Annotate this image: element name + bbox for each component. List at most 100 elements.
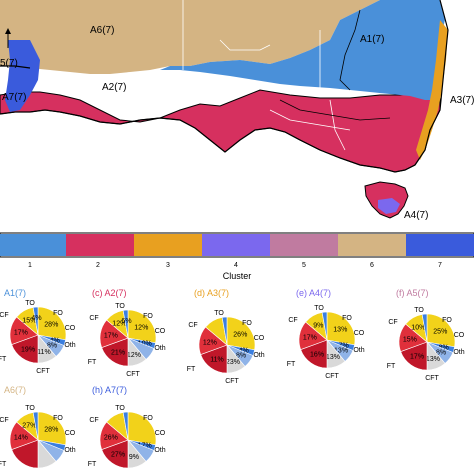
pie-slice xyxy=(122,411,129,441)
colorbar-swatch-7 xyxy=(406,234,474,256)
pie-slice-percent: 7% xyxy=(339,342,349,349)
pie-chart-a67: 28% 14% 27% TO FO CO Oth FT CF A6(7) xyxy=(0,385,76,469)
colorbar-swatch-2 xyxy=(66,234,134,256)
pie-category-label-ft: FT xyxy=(0,356,7,363)
colorbar-tick-6: 6 xyxy=(370,262,374,269)
pie-category-label-fo: FO xyxy=(143,313,153,320)
label-A6: A6(7) xyxy=(90,25,114,36)
pie-slice-percent: 16% xyxy=(310,352,324,359)
pie-chart-a77: 17% 9% 27% 26% TO FO CO Oth FT CF (h) A7(7) xyxy=(88,385,166,469)
pie-slice-percent: 26% xyxy=(233,331,247,338)
pie-category-label-co: CO xyxy=(354,330,365,337)
pie-slice-percent: 9% xyxy=(129,454,139,461)
label-A7: A7(7) xyxy=(2,92,26,103)
pie-category-label-cft: CFT xyxy=(126,371,140,378)
label-A4: A4(7) xyxy=(404,210,428,221)
pie-chart-a17: 28%4%8%11%19%17%15%4%TOFOCOOthCFTFTCFA1(… xyxy=(0,288,76,375)
pie-category-label-cft: CFT xyxy=(36,368,50,375)
pie-category-label-cft: CFT xyxy=(225,378,239,385)
pie-category-label-oth: Oth xyxy=(453,349,464,356)
pie-slice xyxy=(326,311,356,346)
pie-category-label-fo: FO xyxy=(53,310,63,317)
pie-category-label-co: CO xyxy=(65,325,76,332)
pie-title: (e) A4(7) xyxy=(296,288,331,298)
pie-category-label-cf: CF xyxy=(89,315,98,322)
pie-slice-percent: 27% xyxy=(111,452,125,459)
label-A3: A3(7) xyxy=(450,95,474,106)
pie-chart-a27: 12%10%12%21%17%12%6%TOFOCOOthCFTFTCF(c) … xyxy=(88,288,166,378)
pie-title: A1(7) xyxy=(4,288,26,298)
label-A2: A2(7) xyxy=(102,82,126,93)
pie-category-label-co: CO xyxy=(65,430,76,437)
pie-category-label-to: TO xyxy=(115,405,125,412)
pie-category-label-oth: Oth xyxy=(253,352,264,359)
pie-slice-percent: 15% xyxy=(22,317,36,324)
pie-category-label-ft: FT xyxy=(387,363,396,370)
state-borders xyxy=(182,0,361,151)
pie-slice-percent: 4% xyxy=(31,315,41,322)
pie-slice xyxy=(421,313,428,343)
colorbar-tick-7: 7 xyxy=(438,262,442,269)
pie-slice-percent: 21% xyxy=(111,350,125,357)
pie-category-label-cft: CFT xyxy=(325,373,339,380)
pie-category-label-cf: CF xyxy=(0,417,9,424)
cluster3-area xyxy=(416,20,448,160)
pie-title: A6(7) xyxy=(4,385,26,395)
pie-slice-percent: 6% xyxy=(121,318,131,325)
pie-slice xyxy=(426,313,456,348)
pie-slice-percent: 4% xyxy=(239,347,249,354)
pie-slice-percent: 25% xyxy=(433,328,447,335)
pie-category-label-ft: FT xyxy=(88,461,97,468)
pie-category-label-cf: CF xyxy=(288,317,297,324)
pie-title: (h) A7(7) xyxy=(92,385,127,395)
pie-slice-percent: 11% xyxy=(210,357,224,364)
pie-slice xyxy=(226,316,256,351)
pie-slice-percent: 8% xyxy=(236,353,246,360)
pie-category-label-cf: CF xyxy=(388,319,397,326)
north-arrow-icon xyxy=(5,28,11,48)
pie-slice-percent: 11% xyxy=(37,349,51,356)
tasmania-cluster4 xyxy=(378,198,400,214)
pie-category-label-ft: FT xyxy=(287,361,296,368)
pie-category-label-to: TO xyxy=(25,405,35,412)
pie-slice-percent: 9% xyxy=(313,322,323,329)
pie-slice-percent: 13% xyxy=(426,356,440,363)
pie-category-label-fo: FO xyxy=(143,415,153,422)
pie-slice-percent: 13% xyxy=(334,348,348,355)
pie-slice xyxy=(32,411,39,441)
colorbar-swatch-1 xyxy=(0,234,66,256)
pie-category-label-cft: CFT xyxy=(425,375,439,382)
pie-slice-percent: 12% xyxy=(127,352,141,359)
colorbar-tick-3: 3 xyxy=(166,262,170,269)
pie-category-label-ft: FT xyxy=(88,359,97,366)
cluster1-area xyxy=(160,0,445,100)
pie-chart-a37: 26% 4%8%23%11% 12% TO FO CO Oth CFT FT CF (d) A3(7… xyxy=(187,288,265,385)
pie-slice xyxy=(32,306,39,336)
pie-category-label-co: CO xyxy=(155,430,166,437)
pie-slice-percent: 15% xyxy=(403,336,417,343)
label-A5: 5(7) xyxy=(0,58,18,69)
pie-category-label-cf: CF xyxy=(0,312,9,319)
pie-category-label-cf: CF xyxy=(188,322,197,329)
pie-slice-percent: 12% xyxy=(134,324,148,331)
pie-panels: 28%4%8%11%19%17%15%4%TOFOCOOthCFTFTCFA1(… xyxy=(0,288,465,469)
colorbar-tick-1: 1 xyxy=(28,262,32,269)
pie-slice xyxy=(122,309,129,339)
region-outlines xyxy=(279,9,391,121)
pie-slice-percent: 17% xyxy=(14,329,28,336)
pie-slice xyxy=(127,309,157,344)
cluster7-area xyxy=(5,40,40,112)
pie-category-label-fo: FO xyxy=(53,415,63,422)
pie-category-label-co: CO xyxy=(454,332,465,339)
pie-category-label-oth: Oth xyxy=(154,447,165,454)
pie-category-label-oth: Oth xyxy=(154,345,165,352)
pie-slice xyxy=(37,411,67,446)
pie-category-label-fo: FO xyxy=(342,315,352,322)
pie-category-label-oth: Oth xyxy=(64,447,75,454)
pie-slice-percent: 27% xyxy=(22,422,36,429)
pie-title: (c) A2(7) xyxy=(92,288,127,298)
pie-slice-percent: 23% xyxy=(226,359,240,366)
pie-category-label-to: TO xyxy=(314,305,324,312)
